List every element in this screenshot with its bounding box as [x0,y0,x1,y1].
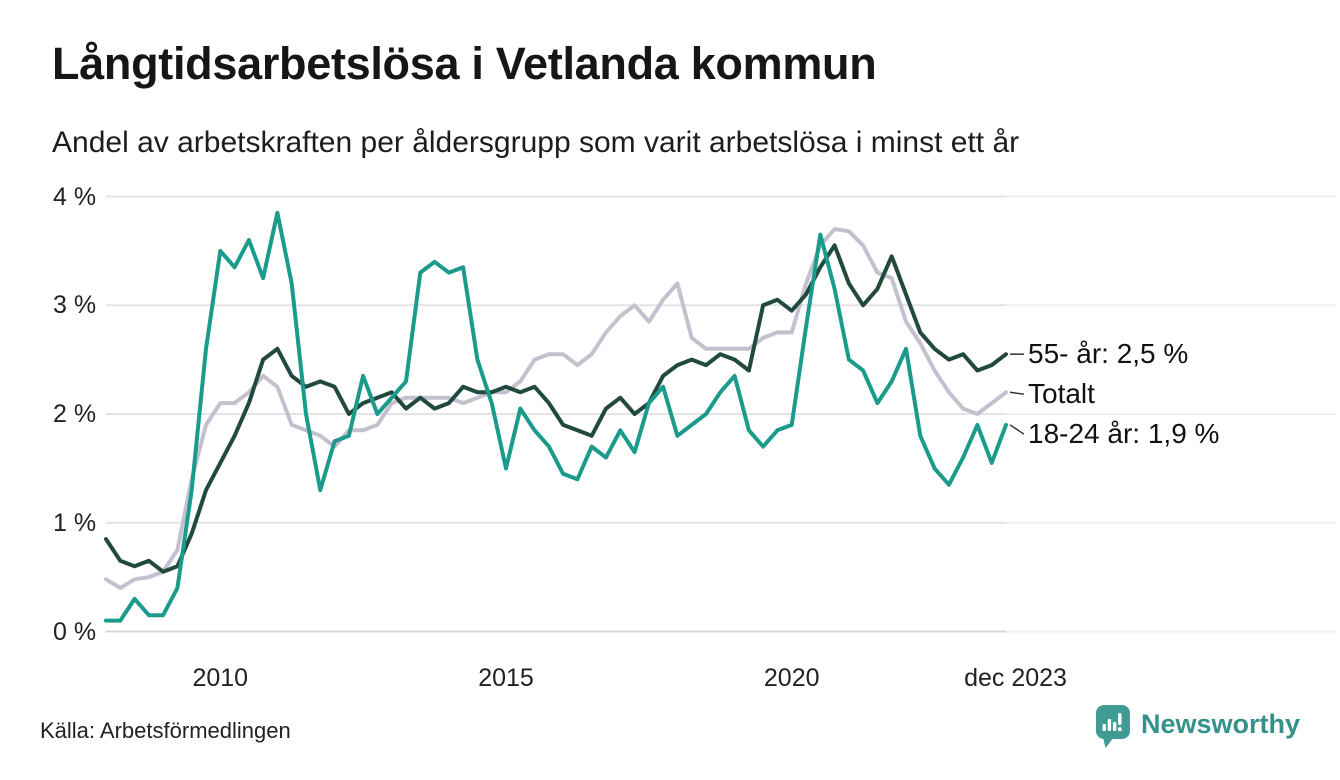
y-tick-label: 0 % [53,617,97,646]
x-tick-label: 2010 [192,664,249,692]
y-tick-label: 3 % [53,291,97,320]
y-tick-label: 2 % [53,400,97,428]
source-note: Källa: Arbetsförmedlingen [40,718,291,743]
x-tick-label: dec 2023 [964,664,1067,692]
series-end-label: 55- år: 2,5 % [1028,338,1189,370]
series-end-label: 18-24 år: 1,9 % [1028,418,1220,450]
series-line-totalt [104,227,1008,590]
series-line-55-år [104,243,1008,574]
x-tick-label: 2020 [763,664,820,692]
series-line-18-24-år [104,210,1008,623]
label-leader-line [1009,424,1025,435]
newsworthy-icon [1095,705,1130,748]
y-tick-label: 1 % [53,508,97,537]
brand-name: Newsworthy [1140,709,1300,739]
label-leader-line [1009,391,1025,395]
series-end-label: Totalt [1028,378,1095,410]
page-title: Långtidsarbetslösa i Vetlanda kommun [52,38,877,89]
brand-logo: Newsworthy [1095,704,1300,750]
x-tick-label: 2015 [478,664,534,692]
y-tick-label: 4 % [53,182,97,211]
page-subtitle: Andel av arbetskraften per åldersgrupp s… [52,126,1020,159]
